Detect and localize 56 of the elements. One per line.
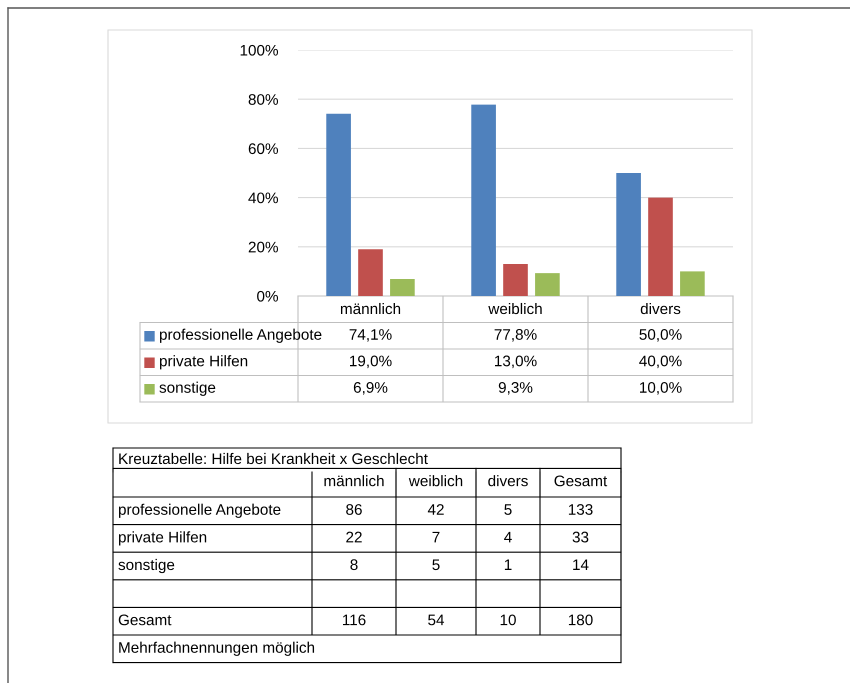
y-tick-label: 40% [248, 192, 278, 204]
bar [390, 279, 415, 296]
data-label: 133 [568, 504, 593, 515]
data-label: 9,3% [498, 382, 532, 395]
y-tick-label: 0% [257, 290, 278, 302]
x-tick-label: divers [640, 302, 680, 314]
data-label: 33 [572, 532, 588, 542]
data-label: 8 [350, 559, 358, 570]
data-label: 180 [568, 614, 593, 626]
data-label: 42 [428, 504, 444, 515]
data-label: 13,0% [495, 356, 537, 368]
data-label: 10 [500, 614, 516, 626]
y-tick-label: Gesamt [118, 614, 172, 626]
data-label: 22 [346, 532, 362, 542]
data-label: 74,1% [350, 329, 392, 342]
bar [326, 114, 351, 296]
bar [358, 249, 383, 296]
data-label: 7 [432, 532, 440, 542]
x-tick-label: männlich [324, 475, 384, 486]
legend-label: professionelle Angebote [160, 328, 322, 343]
y-tick-label: 20% [248, 242, 278, 252]
x-tick-label: weiblich [488, 302, 542, 314]
bar [503, 264, 528, 296]
data-label: 5 [432, 559, 440, 570]
data-label: 6,9% [354, 382, 388, 395]
data-label: 40,0% [639, 356, 682, 368]
text: Mehrfachnennungen möglich [119, 642, 314, 656]
bar [616, 173, 641, 296]
data-label: 5 [504, 504, 512, 515]
y-tick-label: sonstige [118, 558, 174, 574]
data-label: 10,0% [640, 382, 682, 395]
y-tick-label: 100% [240, 44, 278, 56]
x-tick-label: männlich [340, 302, 400, 314]
data-label: 14 [573, 559, 589, 570]
chart-title: Kreuztabelle: Hilfe bei Krankheit x Geschlecht [119, 452, 428, 464]
bar [535, 273, 560, 296]
data-label: 54 [428, 614, 444, 626]
x-tick-label: divers [488, 475, 528, 486]
y-tick-label: private Hilfen [118, 531, 206, 546]
bar [471, 104, 496, 296]
data-label: 86 [346, 504, 362, 515]
x-tick-label: weiblich [408, 475, 462, 486]
legend-label: sonstige [159, 382, 216, 396]
y-tick-label: 60% [248, 143, 278, 154]
bar [648, 198, 673, 296]
data-label: 4 [504, 532, 512, 542]
legend-label: private Hilfen [160, 355, 248, 370]
data-label: 1 [504, 559, 512, 570]
bar [680, 271, 705, 296]
y-tick-label: professionelle Angebote [118, 504, 280, 518]
data-label: 77,8% [494, 329, 537, 342]
data-label: 19,0% [350, 356, 392, 368]
data-label: 116 [342, 614, 366, 626]
y-tick-label: 80% [248, 94, 278, 105]
data-label: 50,0% [639, 329, 682, 342]
x-tick-label: Gesamt [554, 475, 608, 486]
